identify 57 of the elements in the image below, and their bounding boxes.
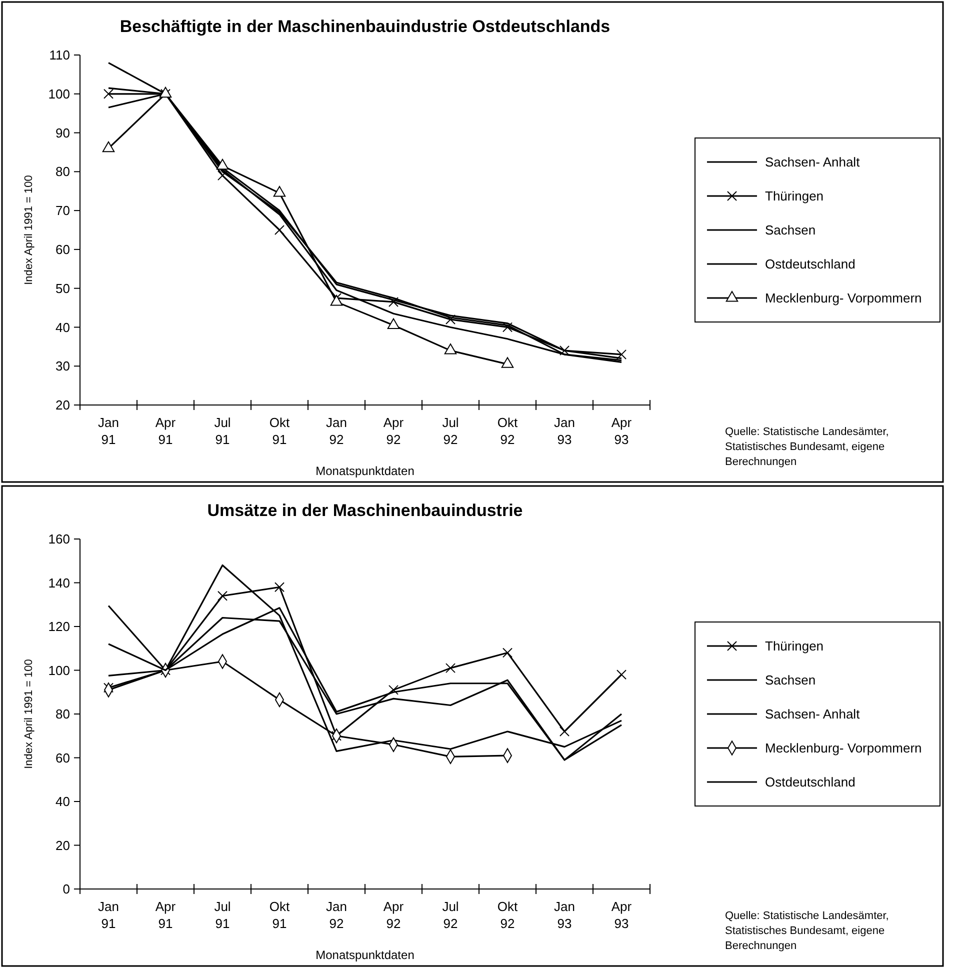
y-tick-label: 120 bbox=[48, 619, 70, 634]
x-tick-label: Apr 93 bbox=[611, 899, 632, 931]
x-tick-label: Apr 91 bbox=[155, 899, 176, 931]
y-tick-label: 40 bbox=[56, 320, 70, 335]
y-tick-label: 60 bbox=[56, 242, 70, 257]
legend-label: Mecklenburg- Vorpommern bbox=[765, 740, 922, 756]
x-tick-label: Jul 92 bbox=[442, 899, 459, 931]
y-tick-label: 70 bbox=[56, 203, 70, 218]
x-tick-label: Okt 91 bbox=[269, 415, 290, 447]
chart-title: Umsätze in der Maschinenbauindustrie bbox=[207, 501, 523, 520]
legend-label: Thüringen bbox=[765, 638, 824, 654]
x-tick-label: Jan 92 bbox=[326, 899, 347, 931]
source-note: Quelle: Statistische Landesämter, Statistisches Bundesamt, eigene Berechnungen bbox=[725, 426, 889, 468]
y-tick-label: 100 bbox=[48, 86, 70, 102]
x-tick-label: Apr 92 bbox=[383, 899, 404, 931]
legend-label: Thüringen bbox=[765, 188, 824, 204]
x-tick-label: Jan 93 bbox=[554, 415, 575, 447]
y-tick-label: 40 bbox=[56, 794, 70, 810]
y-tick-label: 50 bbox=[56, 280, 70, 296]
legend-label: Mecklenburg- Vorpommern bbox=[765, 290, 922, 306]
y-tick-label: 20 bbox=[56, 398, 70, 413]
y-tick-label: 30 bbox=[56, 358, 70, 374]
y-tick-label: 90 bbox=[56, 125, 70, 140]
y-axis-title: Index April 1991 = 100 bbox=[23, 659, 35, 769]
x-tick-label: Jan 91 bbox=[98, 415, 119, 447]
y-tick-label: 100 bbox=[48, 662, 70, 678]
x-tick-label: Jan 91 bbox=[98, 899, 119, 931]
x-tick-label: Okt 92 bbox=[497, 899, 518, 931]
y-tick-label: 110 bbox=[49, 48, 70, 63]
y-tick-label: 80 bbox=[56, 706, 70, 722]
x-tick-label: Apr 93 bbox=[611, 415, 632, 447]
legend-label: Sachsen bbox=[765, 672, 816, 688]
y-tick-label: 80 bbox=[56, 164, 70, 180]
chart-title: Beschäftigte in der Maschinenbauindustrie Ostdeutschlands bbox=[120, 17, 610, 36]
x-tick-label: Apr 91 bbox=[155, 415, 176, 447]
y-tick-label: 160 bbox=[48, 532, 70, 547]
x-axis-title: Monatspunktdaten bbox=[316, 948, 414, 962]
x-tick-label: Jul 91 bbox=[214, 899, 231, 931]
x-tick-label: Jul 91 bbox=[214, 415, 231, 447]
legend-label: Ostdeutschland bbox=[765, 256, 856, 272]
y-tick-label: 0 bbox=[62, 882, 70, 897]
x-tick-label: Jan 92 bbox=[326, 415, 347, 447]
x-tick-label: Jul 92 bbox=[442, 415, 459, 447]
legend-label: Ostdeutschland bbox=[765, 774, 856, 790]
x-tick-label: Okt 92 bbox=[497, 415, 518, 447]
legend-label: Sachsen bbox=[765, 222, 816, 238]
x-tick-label: Jan 93 bbox=[554, 899, 575, 931]
y-tick-label: 60 bbox=[56, 750, 70, 766]
x-tick-label: Okt 91 bbox=[269, 899, 290, 931]
source-note: Quelle: Statistische Landesämter, Statistisches Bundesamt, eigene Berechnungen bbox=[725, 910, 889, 952]
legend-label: Sachsen- Anhalt bbox=[765, 154, 860, 170]
y-axis-title: Index April 1991 = 100 bbox=[23, 175, 35, 285]
x-axis-title: Monatspunktdaten bbox=[316, 464, 414, 478]
x-tick-label: Apr 92 bbox=[383, 415, 404, 447]
y-tick-label: 140 bbox=[48, 575, 70, 590]
y-tick-label: 20 bbox=[56, 838, 70, 853]
legend-label: Sachsen- Anhalt bbox=[765, 706, 860, 722]
